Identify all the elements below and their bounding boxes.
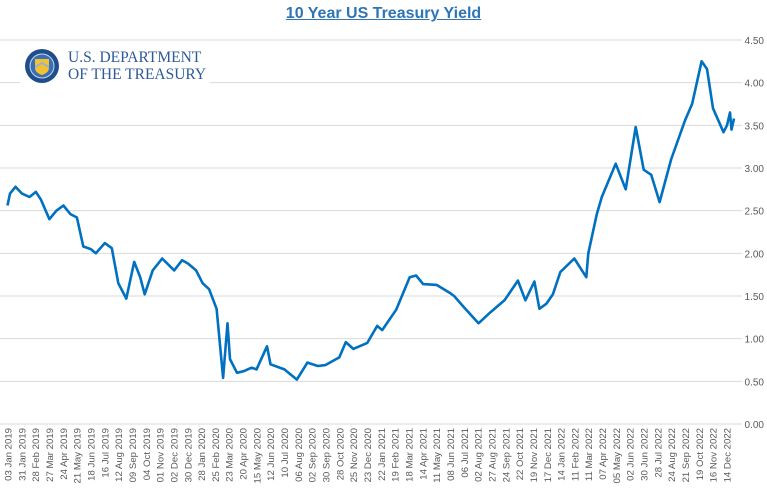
x-tick-label: 08 Jun 2021 [446,428,457,481]
x-tick-label: 16 Jul 2019 [100,428,111,478]
x-tick-label: 14 Dec 2022 [723,428,734,482]
logo-line-2: OF THE TREASURY [68,66,207,83]
x-tick-label: 02 Sep 2020 [308,428,319,482]
y-tick-label: 2.50 [745,207,765,218]
x-tick-label: 01 Nov 2019 [156,428,167,482]
x-tick-label: 27 Aug 2021 [487,428,498,482]
x-tick-label: 15 May 2020 [252,428,263,483]
x-tick-label: 10 Jul 2020 [280,428,291,478]
x-tick-label: 22 Jan 2021 [377,428,388,481]
x-tick-label: 28 Oct 2020 [335,428,346,480]
x-tick-label: 30 Sep 2020 [322,428,333,482]
x-tick-label: 30 Dec 2019 [183,428,194,482]
x-tick-label: 23 Mar 2020 [225,428,236,482]
x-tick-label: 27 Mar 2019 [45,428,56,482]
x-tick-label: 24 Aug 2022 [667,428,678,482]
x-tick-label: 18 Jun 2019 [86,428,97,481]
x-tick-label: 06 Jul 2021 [460,428,471,478]
x-tick-label: 21 Sep 2022 [681,428,692,482]
x-tick-label: 02 Jun 2022 [626,428,637,481]
chart-title: 10 Year US Treasury Yield [285,5,482,22]
y-tick-label: 1.00 [745,335,765,346]
x-tick-label: 17 Dec 2021 [543,428,554,482]
x-tick-label: 02 Aug 2021 [474,428,485,482]
x-tick-label: 11 Mar 2022 [584,428,595,481]
x-tick-label: 06 Aug 2020 [294,428,305,482]
y-tick-label: 3.00 [745,164,765,175]
x-tick-label: 28 Jul 2022 [653,428,664,478]
x-tick-label: 21 May 2019 [73,428,84,483]
x-tick-label: 28 Jan 2020 [197,428,208,481]
x-tick-label: 07 Apr 2022 [598,428,609,480]
x-tick-label: 25 Feb 2020 [211,428,222,482]
y-tick-label: 3.50 [745,121,765,132]
x-tick-label: 20 Apr 2020 [239,428,250,480]
x-tick-label: 19 Oct 2022 [695,428,706,480]
x-tick-label: 16 Nov 2022 [709,428,720,482]
x-tick-label: 24 Sep 2021 [501,428,512,482]
x-tick-label: 19 Feb 2021 [391,428,402,482]
x-tick-label: 04 Oct 2019 [142,428,153,480]
x-tick-label: 11 May 2021 [432,428,443,483]
x-tick-label: 14 Jan 2022 [557,428,568,481]
x-tick-label: 25 Nov 2020 [349,428,360,482]
x-tick-label: 02 Dec 2019 [169,428,180,482]
x-tick-label: 11 Feb 2022 [570,428,581,481]
x-tick-label: 09 Sep 2019 [128,428,139,482]
y-tick-label: 1.50 [745,292,765,303]
x-tick-label: 22 Oct 2021 [515,428,526,480]
logo-line-1: U.S. DEPARTMENT [68,49,202,66]
y-tick-label: 2.00 [745,249,765,260]
treasury-seal-icon [25,49,59,83]
x-tick-label: 24 Apr 2019 [59,428,70,480]
x-tick-label: 19 Nov 2021 [529,428,540,482]
x-tick-label: 31 Jan 2019 [17,428,28,481]
x-tick-label: 03 Jan 2019 [4,428,15,481]
x-tick-label: 12 Jun 2020 [266,428,277,481]
y-tick-label: 0.50 [745,377,765,388]
x-tick-label: 12 Aug 2019 [114,428,125,482]
x-tick-label: 18 Mar 2021 [404,428,415,482]
x-tick-label: 23 Dec 2020 [363,428,374,482]
x-tick-label: 14 Apr 2021 [418,428,429,480]
series-line-0 [6,60,736,381]
y-tick-label: 4.00 [745,79,765,90]
y-tick-label: 0.00 [745,420,765,431]
x-tick-label: 28 Feb 2019 [31,428,42,482]
x-tick-label: 30 Jun 2022 [640,428,651,481]
y-tick-label: 4.50 [745,36,765,47]
x-tick-label: 05 May 2022 [612,428,623,483]
treasury-logo: U.S. DEPARTMENT OF THE TREASURY [20,46,211,86]
